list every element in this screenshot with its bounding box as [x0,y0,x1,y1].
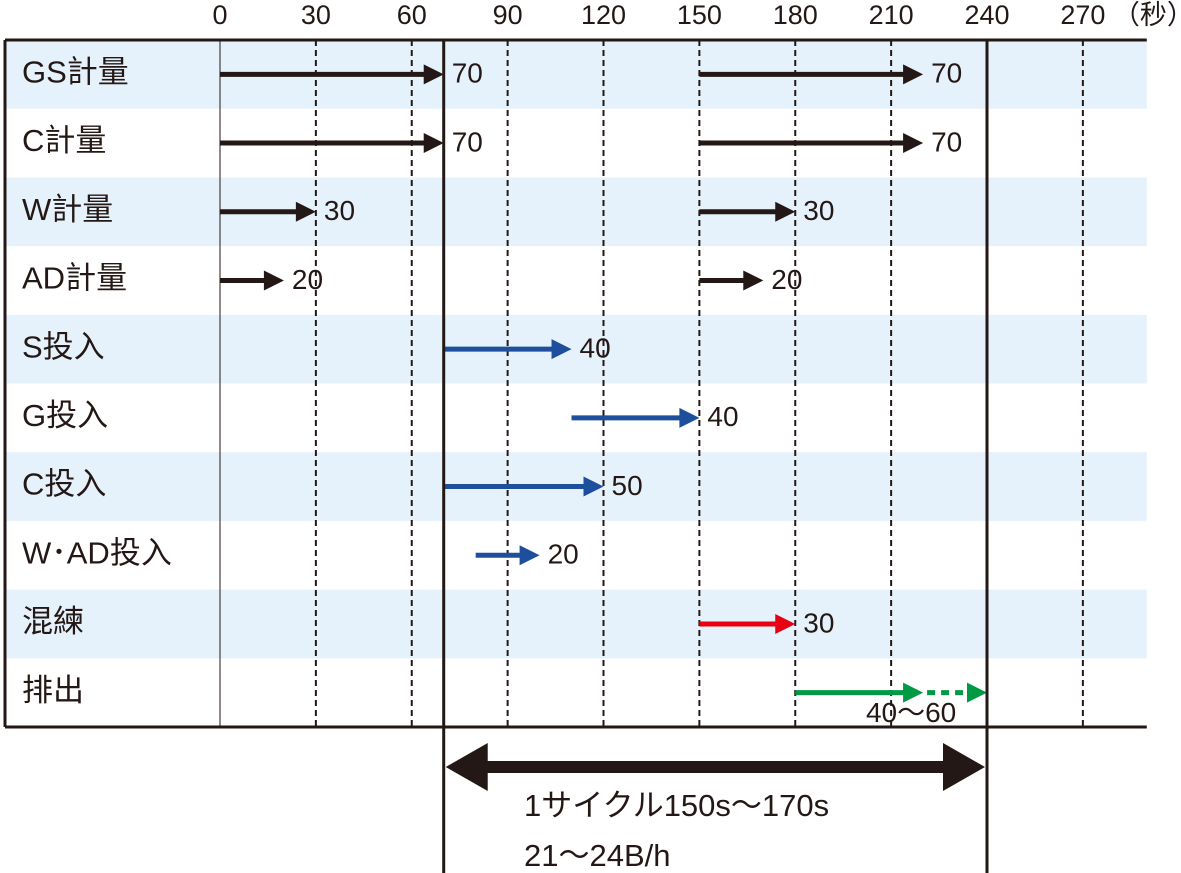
x-tick-label: 60 [397,0,427,30]
arrow [699,133,924,154]
value-label: 40 [707,401,738,432]
row-band [5,314,1147,384]
arrow-part [519,545,540,566]
arrow-part [743,270,764,291]
row-label: C投入 [22,467,106,502]
arrow-part [423,133,444,154]
x-tick-label: 90 [493,0,523,30]
arrow [699,64,924,85]
arrow-part [583,476,604,497]
arrow [571,407,700,428]
row-label: C計量 [22,123,106,158]
row-label: GS計量 [22,55,129,90]
arrow [443,339,572,360]
value-label: 40〜60 [866,697,956,728]
cycle-arrow-head [943,743,985,791]
arrow [699,613,796,634]
value-label: 70 [931,58,962,89]
arrow [220,133,444,154]
x-unit: （秒） [1113,0,1181,30]
row-label: 混練 [22,604,84,639]
arrow-part [775,613,796,634]
annotation: 21〜24B/h [524,838,671,873]
row-label: 排出 [22,673,84,708]
value-label: 50 [612,470,643,501]
value-label: 30 [324,195,355,226]
x-tick-label: 240 [964,0,1009,30]
arrow [220,201,316,222]
row-label: S投入 [22,329,105,364]
row-label: G投入 [22,398,108,433]
arrow [220,270,284,291]
x-tick-label: 120 [581,0,626,30]
value-label: 20 [292,264,323,295]
value-label: 40 [580,333,611,364]
arrow [443,476,604,497]
arrow-part [903,133,924,154]
x-tick-label: 30 [301,0,331,30]
annotation: 1サイクル150s〜170s [524,788,829,823]
arrow-part [295,201,316,222]
arrow [475,545,540,566]
arrow [699,270,764,291]
row-band [5,177,1147,247]
cycle-arrow-head [445,743,488,791]
arrow [927,682,987,703]
value-label: 20 [771,264,802,295]
arrow-part [775,201,796,222]
x-tick-label: 270 [1060,0,1105,30]
row-label: W計量 [22,192,113,227]
row-band [5,589,1147,659]
value-label: 70 [931,126,962,157]
arrow-part [967,682,987,703]
value-label: 20 [548,539,579,570]
arrow-part [903,64,924,85]
arrow [699,201,796,222]
arrow [220,64,444,85]
row-label: AD計量 [22,261,127,296]
arrow-part [263,270,284,291]
arrow-part [423,64,444,85]
value-label: 70 [452,58,483,89]
x-tick-label: 0 [212,0,227,30]
value-label: 30 [803,195,834,226]
x-tick-label: 210 [869,0,914,30]
arrow-part [903,682,924,703]
value-label: 30 [803,607,834,638]
x-tick-label: 180 [773,0,818,30]
arrow-part [551,339,572,360]
value-label: 70 [452,126,483,157]
arrow-part [679,407,700,428]
row-label: W･AD投入 [22,535,172,570]
x-tick-label: 150 [677,0,722,30]
row-band [5,40,1147,109]
arrow [795,682,924,703]
